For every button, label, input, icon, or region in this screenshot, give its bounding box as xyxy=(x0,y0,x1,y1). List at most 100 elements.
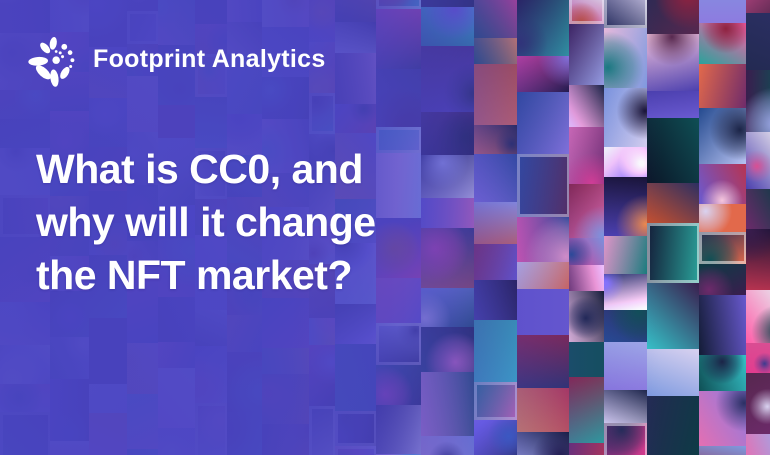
nft-tile xyxy=(89,384,128,413)
nft-tile xyxy=(569,377,605,443)
nft-tile xyxy=(421,155,475,198)
nft-tile xyxy=(517,262,570,289)
nft-tile xyxy=(517,432,570,455)
nft-tile xyxy=(569,265,605,291)
nft-tile xyxy=(647,0,700,34)
nft-tile xyxy=(50,337,90,379)
nft-tile xyxy=(335,411,377,446)
nft-tile xyxy=(699,295,747,355)
nft-tile xyxy=(227,412,263,455)
nft-tile xyxy=(569,443,605,455)
nft-tile xyxy=(647,34,700,91)
nft-tile xyxy=(699,232,747,264)
nft-tile xyxy=(0,412,51,455)
nft-tile xyxy=(421,288,475,327)
nft-tile xyxy=(227,315,263,352)
nft-tile xyxy=(746,373,770,434)
nft-tile xyxy=(647,396,700,455)
nft-tile xyxy=(0,0,51,33)
nft-tile xyxy=(195,97,228,148)
nft-tile xyxy=(474,38,518,64)
headline-line-1: What is CC0, and xyxy=(36,146,363,192)
nft-tile xyxy=(699,0,747,23)
nft-tile xyxy=(195,0,228,24)
nft-tile xyxy=(89,98,128,147)
nft-tile xyxy=(474,382,518,420)
nft-tile xyxy=(335,104,377,133)
nft-tile xyxy=(376,9,422,69)
nft-tile xyxy=(376,405,422,454)
nft-tile xyxy=(647,283,700,349)
nft-tile xyxy=(376,127,422,153)
nft-tile xyxy=(569,0,605,24)
nft-tile xyxy=(262,424,310,455)
nft-tile xyxy=(421,198,475,228)
nft-tile xyxy=(699,264,747,295)
nft-tile xyxy=(569,24,605,85)
nft-tile xyxy=(517,92,570,154)
nft-tile xyxy=(262,0,310,27)
nft-tile xyxy=(421,112,475,155)
nft-tile xyxy=(195,403,228,455)
nft-tile xyxy=(746,132,770,189)
nft-tile xyxy=(158,428,196,455)
nft-tile xyxy=(569,291,605,342)
nft-tile xyxy=(376,153,422,218)
nft-tile xyxy=(421,228,475,288)
nft-tile xyxy=(604,28,648,88)
nft-tile xyxy=(195,346,228,403)
nft-tile xyxy=(647,349,700,396)
nft-tile xyxy=(0,90,51,119)
nft-tile xyxy=(376,218,422,278)
nft-tile xyxy=(421,372,475,436)
nft-tile xyxy=(50,379,90,441)
nft-tile xyxy=(89,318,128,384)
nft-tile xyxy=(699,164,747,204)
nft-tile xyxy=(376,69,422,127)
nft-tile xyxy=(746,13,770,70)
nft-tile xyxy=(569,85,605,127)
nft-tile xyxy=(309,345,336,406)
nft-tile xyxy=(604,0,648,28)
nft-tile xyxy=(474,64,518,125)
nft-tile xyxy=(127,394,159,449)
nft-tile xyxy=(474,125,518,154)
nft-tile xyxy=(309,406,336,455)
nft-tile xyxy=(699,446,747,455)
nft-tile xyxy=(376,323,422,365)
nft-tile xyxy=(227,352,263,412)
nft-tile xyxy=(569,238,605,265)
nft-tile xyxy=(746,290,770,343)
nft-tile xyxy=(89,413,128,455)
nft-tile xyxy=(195,310,228,346)
nft-tile xyxy=(421,327,475,372)
nft-tile xyxy=(335,304,377,344)
nft-tile xyxy=(604,390,648,423)
nft-tile xyxy=(0,345,51,384)
nft-tile xyxy=(309,93,336,134)
nft-tile xyxy=(699,108,747,164)
nft-tile xyxy=(376,278,422,323)
nft-tile xyxy=(335,53,377,104)
nft-tile xyxy=(474,0,518,38)
nft-tile xyxy=(0,302,51,345)
nft-tile xyxy=(474,154,518,202)
nft-tile xyxy=(604,147,648,177)
nft-tile xyxy=(604,236,648,274)
nft-tile xyxy=(474,320,518,382)
nft-tile xyxy=(746,0,770,13)
nft-tile xyxy=(699,355,747,391)
nft-tile xyxy=(421,0,475,7)
nft-tile xyxy=(474,280,518,320)
nft-tile xyxy=(746,229,770,290)
nft-tile xyxy=(604,274,648,310)
nft-tile xyxy=(569,127,605,184)
headline-line-2: why will it change xyxy=(36,199,376,245)
brand-lockup: Footprint Analytics xyxy=(26,30,326,88)
nft-tile xyxy=(647,118,700,183)
nft-tile xyxy=(604,342,648,390)
nft-tile xyxy=(376,0,422,9)
nft-tile xyxy=(647,91,700,118)
nft-tile xyxy=(421,7,475,46)
